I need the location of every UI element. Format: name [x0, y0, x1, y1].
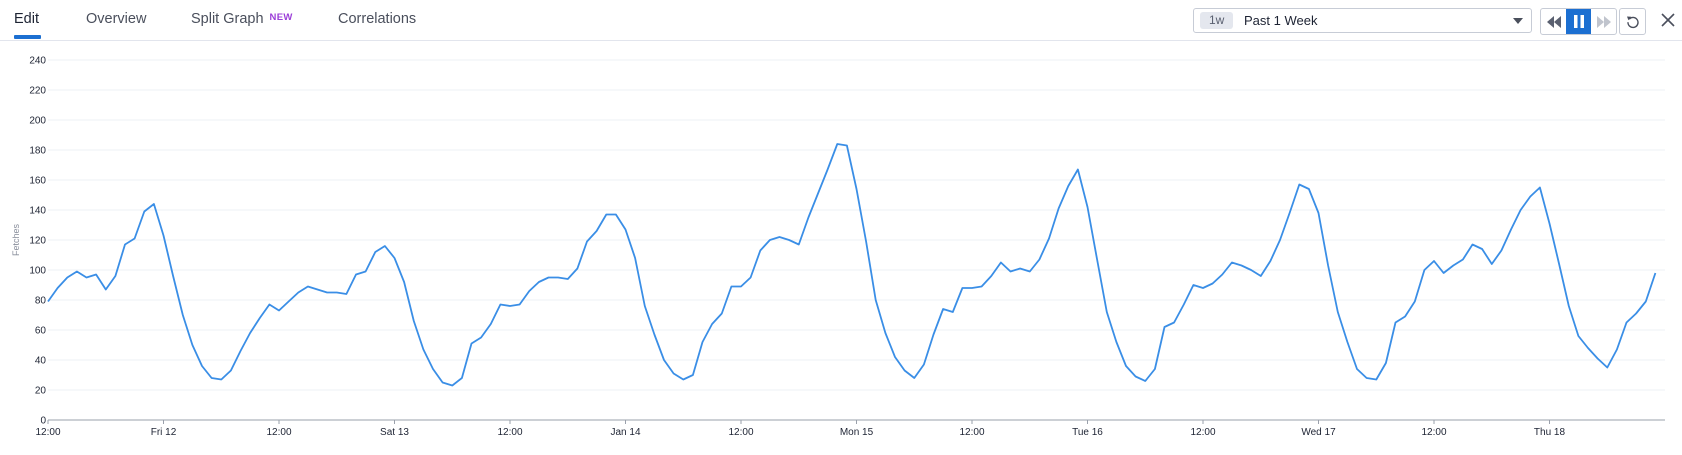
- x-tick-label: Tue 16: [1072, 427, 1103, 438]
- x-tick-label: 12:00: [728, 427, 753, 438]
- x-axis-ticks: 12:00 Fri 12 12:00 Sat 13 12:00 Jan 14 12:00 Mo…: [35, 420, 1566, 438]
- top-toolbar: Edit Overview Split Graph NEW Correlation…: [0, 0, 1682, 41]
- fast-forward-icon: [1596, 15, 1611, 28]
- reset-button[interactable]: [1619, 8, 1646, 35]
- time-range-select[interactable]: 1w Past 1 Week: [1193, 8, 1532, 33]
- y-tick-label: 80: [35, 296, 47, 307]
- y-tick-label: 180: [29, 146, 46, 157]
- x-tick-label: 12:00: [35, 427, 60, 438]
- tab-split-graph[interactable]: Split Graph NEW: [191, 11, 293, 27]
- x-tick-label: Thu 18: [1534, 427, 1566, 438]
- reset-icon: [1626, 16, 1639, 28]
- y-tick-label: 140: [29, 206, 46, 217]
- close-icon: [1661, 13, 1675, 27]
- tab-split-graph-label: Split Graph: [191, 11, 264, 27]
- new-badge: NEW: [269, 12, 293, 23]
- grid: [48, 59, 1665, 421]
- fast-forward-button[interactable]: [1591, 9, 1616, 34]
- x-tick-label: Fri 12: [151, 427, 177, 438]
- y-tick-label: 240: [29, 56, 46, 67]
- series-group: [47, 143, 1657, 387]
- x-tick-label: Mon 15: [840, 427, 874, 438]
- tab-correlations[interactable]: Correlations: [338, 11, 417, 27]
- x-tick-label: 12:00: [1421, 427, 1446, 438]
- chevron-down-icon: [1513, 18, 1523, 24]
- tab-edit[interactable]: Edit: [14, 11, 39, 27]
- active-tab-indicator: [14, 35, 41, 39]
- playback-controls: [1540, 8, 1617, 35]
- rewind-button[interactable]: [1541, 9, 1566, 34]
- y-tick-label: 20: [35, 386, 47, 397]
- y-tick-label: 100: [29, 266, 46, 277]
- x-tick-label: 12:00: [1190, 427, 1215, 438]
- x-tick-label: 12:00: [266, 427, 291, 438]
- time-range-label: Past 1 Week: [1244, 13, 1318, 28]
- timeseries-chart: 0 20 40 60 80 100 120 140 160 180 200 220 240 12:00 F…: [11, 56, 1665, 438]
- x-tick-label: Sat 13: [380, 427, 409, 438]
- rewind-icon: [1546, 15, 1561, 28]
- time-range-chip: 1w: [1200, 12, 1234, 29]
- series-line: [47, 143, 1657, 387]
- x-tick-label: 12:00: [959, 427, 984, 438]
- y-tick-label: 200: [29, 116, 46, 127]
- y-tick-label: 60: [35, 326, 47, 337]
- y-tick-label: 0: [40, 416, 46, 427]
- x-tick-label: 12:00: [497, 427, 522, 438]
- y-tick-label: 220: [29, 86, 46, 97]
- y-tick-label: 120: [29, 236, 46, 247]
- y-axis-label: Fetches: [11, 223, 21, 256]
- x-tick-label: Wed 17: [1301, 427, 1336, 438]
- x-tick-label: Jan 14: [610, 427, 640, 438]
- pause-button[interactable]: [1566, 9, 1591, 34]
- y-tick-label: 160: [29, 176, 46, 187]
- y-tick-label: 40: [35, 356, 47, 367]
- y-axis-ticks: 0 20 40 60 80 100 120 140 160 180 200 220 240: [29, 56, 46, 427]
- close-button[interactable]: [1656, 8, 1680, 32]
- pause-icon: [1573, 15, 1584, 28]
- tab-overview[interactable]: Overview: [86, 11, 147, 27]
